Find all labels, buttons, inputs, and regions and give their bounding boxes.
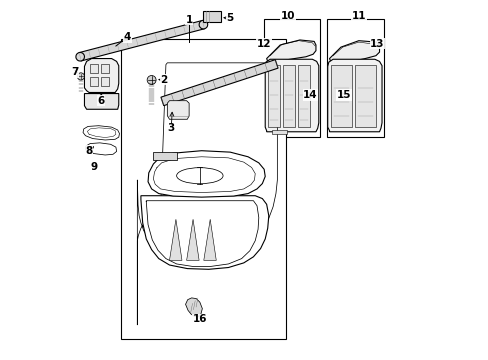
Text: 14: 14 [303,90,317,100]
Polygon shape [84,59,119,93]
Ellipse shape [176,168,223,184]
Ellipse shape [76,53,84,61]
Polygon shape [186,219,199,260]
Text: 5: 5 [226,13,233,23]
Polygon shape [141,196,268,269]
Polygon shape [169,219,182,260]
Polygon shape [266,40,315,63]
Text: 2: 2 [160,75,167,85]
Text: 16: 16 [192,314,207,324]
Text: 3: 3 [167,123,175,133]
Ellipse shape [147,76,156,85]
Bar [264,19,319,137]
Polygon shape [132,59,283,328]
Bar [283,64,295,127]
Bar [101,64,108,73]
Text: 10: 10 [280,12,295,21]
Bar [326,19,383,137]
Ellipse shape [77,73,84,80]
Text: 9: 9 [90,162,97,172]
Text: 11: 11 [351,12,366,21]
Polygon shape [84,94,119,109]
Polygon shape [161,60,278,105]
Polygon shape [264,59,318,132]
Bar [101,77,108,86]
Bar [272,130,286,134]
Bar [298,64,309,127]
Polygon shape [85,143,116,155]
Bar [121,39,285,339]
Polygon shape [185,298,202,316]
Polygon shape [79,21,204,61]
Bar [330,64,351,127]
Polygon shape [203,219,216,260]
Bar [153,153,176,160]
Polygon shape [148,151,264,197]
Polygon shape [83,126,119,140]
Polygon shape [327,59,381,132]
Text: 1: 1 [185,15,192,25]
Text: 6: 6 [97,96,104,106]
Text: 12: 12 [256,39,271,49]
Text: 15: 15 [336,90,350,100]
Bar [90,77,98,86]
Ellipse shape [199,20,207,29]
Polygon shape [329,41,379,64]
Bar [203,12,221,22]
Bar [354,64,375,127]
Text: 8: 8 [85,146,93,156]
Bar [90,64,98,73]
Polygon shape [167,101,189,119]
Text: 7: 7 [71,67,79,77]
Text: 13: 13 [369,39,384,49]
Bar [268,64,280,127]
Text: 4: 4 [123,32,131,42]
